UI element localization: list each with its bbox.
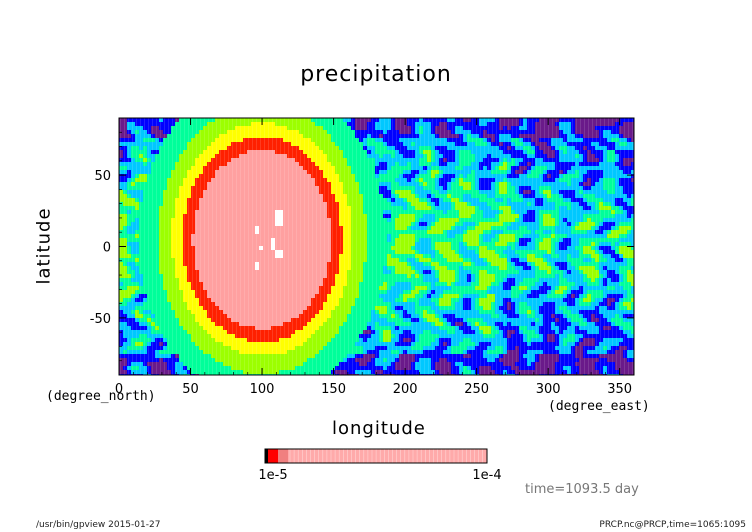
x-axis-unit: (degree_east) <box>548 399 650 414</box>
time-annotation: time=1093.5 day <box>525 482 639 497</box>
footer-program: /usr/bin/gpview 2015-01-27 <box>36 520 161 530</box>
y-axis-unit: (degree_north) <box>46 389 156 404</box>
footer-source: PRCP.nc@PRCP,time=1065:1095 <box>599 520 746 530</box>
heatmap-field <box>119 118 634 375</box>
x-axis-label: longitude <box>332 418 426 439</box>
chart-title: precipitation <box>300 62 452 87</box>
